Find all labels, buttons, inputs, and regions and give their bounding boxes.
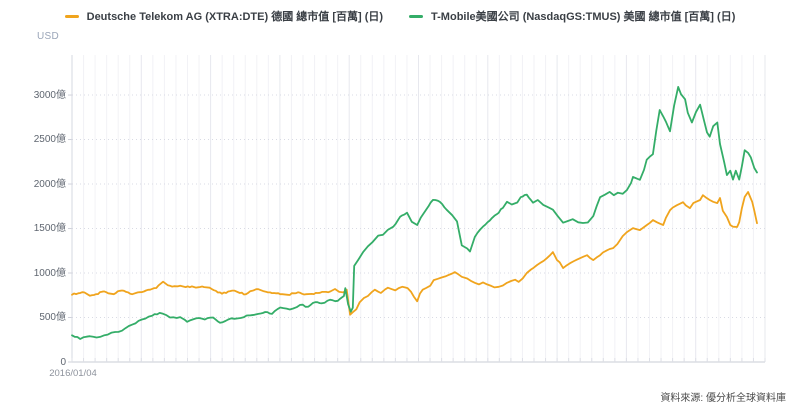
x-axis-first-date-label: 2016/01/04 (49, 368, 97, 379)
legend-label-tmobile: T-Mobile美國公司 (NasdaqGS:TMUS) 美國 總市值 [百萬]… (431, 11, 736, 23)
y-tick-label: 2000億 (33, 178, 66, 190)
dte-series-swatch-icon (64, 14, 79, 18)
series-line-0 (71, 191, 758, 316)
y-tick-label: 1000億 (33, 267, 66, 279)
data-source-note: 資料來源: 優分析全球資料庫 (660, 393, 786, 404)
y-tick-label: 2500億 (33, 134, 66, 146)
legend: Deutsche Telekom AG (XTRA:DTE) 德國 總市值 [百… (0, 8, 800, 24)
tmus-series-swatch-icon (409, 14, 424, 18)
y-tick-label: 3000億 (33, 89, 66, 101)
y-tick-label: 500億 (39, 312, 66, 323)
legend-label-deutsche-telekom: Deutsche Telekom AG (XTRA:DTE) 德國 總市值 [百… (86, 11, 384, 23)
series-line-1 (71, 86, 758, 340)
legend-item-tmobile[interactable]: T-Mobile美國公司 (NasdaqGS:TMUS) 美國 總市值 [百萬]… (409, 8, 735, 24)
y-axis-unit-label: USD (37, 31, 60, 42)
y-tick-label: 1500億 (33, 223, 66, 235)
y-tick-label: 0 (60, 356, 66, 368)
legend-item-deutsche-telekom[interactable]: Deutsche Telekom AG (XTRA:DTE) 德國 總市值 [百… (64, 8, 384, 24)
